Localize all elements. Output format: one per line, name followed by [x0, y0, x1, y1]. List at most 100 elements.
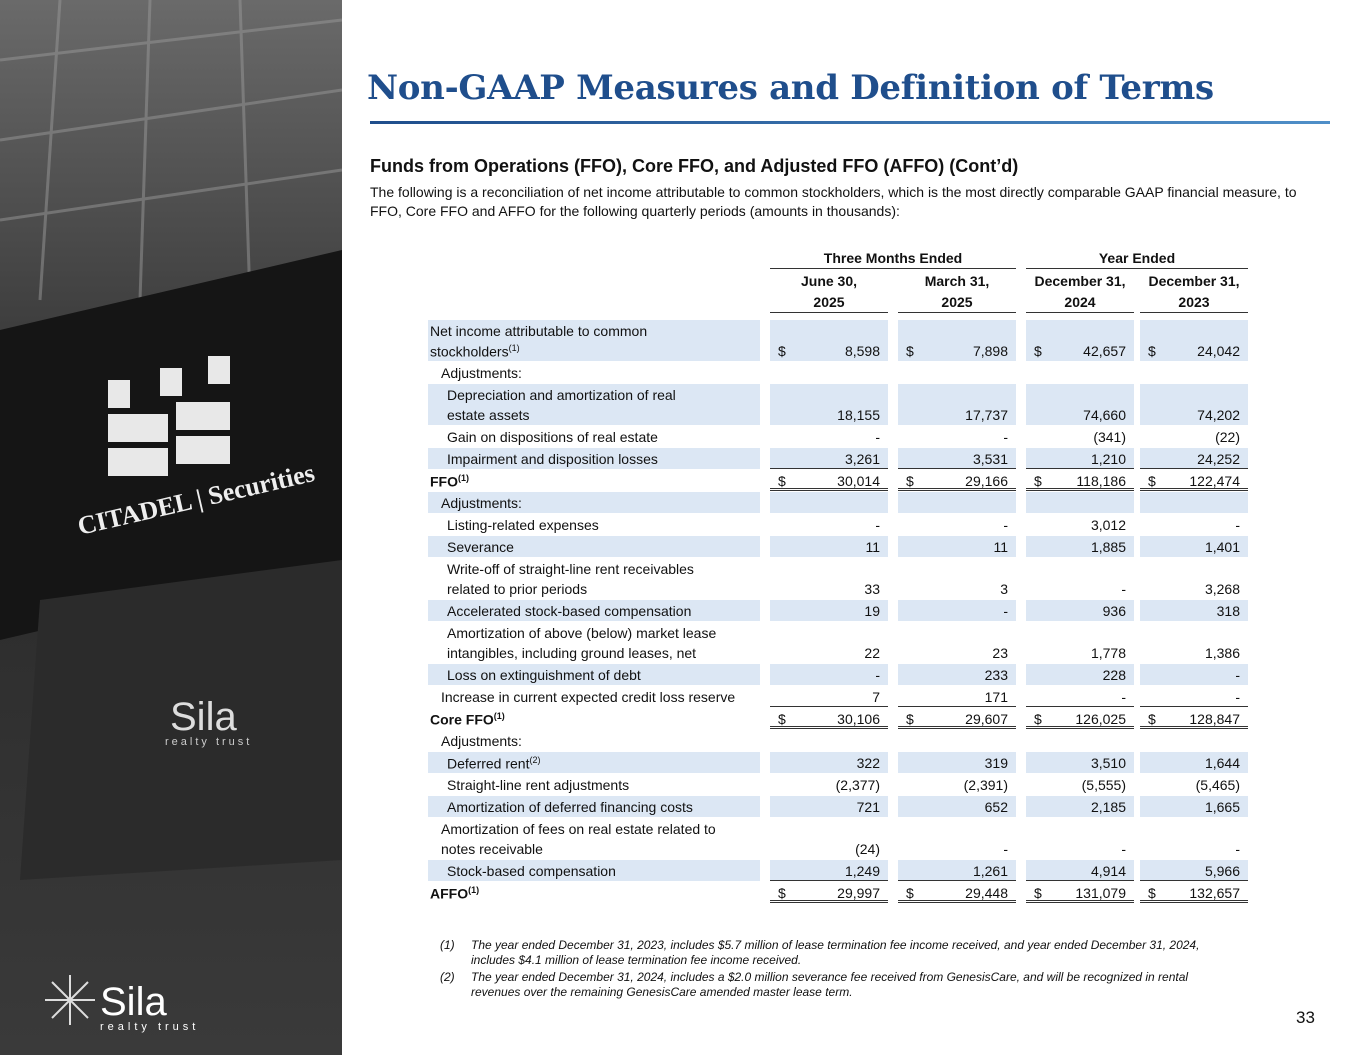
- value: 74,202: [1197, 407, 1240, 423]
- cell-bg: [770, 752, 888, 773]
- value: 11: [993, 539, 1008, 555]
- cell-bg: [898, 470, 1016, 491]
- logo-tagline: realty trust: [100, 1021, 199, 1033]
- value: -: [1003, 429, 1008, 445]
- value: 19: [864, 603, 880, 619]
- value: -: [1121, 581, 1126, 597]
- cell-bg: [1140, 320, 1248, 361]
- cell-bg: [770, 470, 888, 491]
- footnote-ref: (1): [508, 343, 520, 353]
- currency: $: [778, 473, 786, 489]
- cell-bg: [770, 796, 888, 817]
- value: 128,847: [1189, 711, 1240, 727]
- photo: CITADEL | Securities Sila realty trust S…: [0, 0, 342, 1055]
- value: 936: [1102, 603, 1126, 619]
- value: 233: [984, 667, 1008, 683]
- cell-bg: [1140, 536, 1248, 557]
- row-label: Depreciation and amortization of real: [447, 387, 676, 403]
- row-label: Deferred rent(2): [447, 755, 541, 772]
- cell-bg: [1026, 362, 1134, 383]
- row-label-bg: [428, 470, 760, 491]
- value: -: [875, 429, 880, 445]
- footnote: (2) The year ended December 31, 2024, inc…: [440, 970, 1240, 1000]
- value: 3: [1000, 581, 1008, 597]
- value: -: [875, 667, 880, 683]
- currency: $: [906, 885, 914, 901]
- currency: $: [1148, 885, 1156, 901]
- value: 1,644: [1204, 755, 1240, 771]
- logo-name: Sila: [100, 980, 167, 1024]
- value: (22): [1215, 429, 1240, 445]
- value: 3,531: [972, 451, 1008, 467]
- row-label: Adjustments:: [441, 733, 522, 749]
- currency: $: [778, 885, 786, 901]
- cell-bg: [898, 860, 1016, 881]
- value: (341): [1093, 429, 1126, 445]
- column-header: March 31,: [924, 273, 990, 289]
- value: 17,737: [965, 407, 1008, 423]
- value: 1,249: [844, 863, 880, 879]
- value: 74,660: [1083, 407, 1126, 423]
- value: 319: [984, 755, 1008, 771]
- value: -: [1235, 517, 1240, 533]
- cell-bg: [770, 600, 888, 621]
- cell-bg: [1026, 448, 1134, 469]
- photo-logo-name: Sila: [170, 695, 237, 739]
- footnote-mark: (1): [440, 938, 455, 952]
- cell-bg: [1026, 686, 1134, 707]
- cell-bg: [770, 362, 888, 383]
- value: 3,261: [844, 451, 880, 467]
- row-label: Gain on dispositions of real estate: [447, 429, 658, 445]
- value: 29,448: [965, 885, 1008, 901]
- cell-bg: [1026, 600, 1134, 621]
- value: 2,185: [1090, 799, 1126, 815]
- row-label-bg: [428, 492, 760, 513]
- row-label: Listing-related expenses: [447, 517, 599, 533]
- cell-bg: [1140, 686, 1248, 707]
- cell-bg: [1026, 882, 1134, 903]
- value: 3,510: [1090, 755, 1126, 771]
- row-label: Amortization of above (below) market lea…: [447, 625, 717, 641]
- row-label-bg: [428, 796, 760, 817]
- value: 1,778: [1090, 645, 1126, 661]
- cell-bg: [898, 708, 1016, 729]
- value: 132,657: [1189, 885, 1240, 901]
- cell-bg: [770, 536, 888, 557]
- cell-bg: [898, 686, 1016, 707]
- cell-bg: [898, 362, 1016, 383]
- value: -: [1121, 841, 1126, 857]
- cell-bg: [898, 796, 1016, 817]
- cell-bg: [1140, 730, 1248, 751]
- cell-bg: [1140, 796, 1248, 817]
- footnote-ref: (1): [493, 711, 505, 721]
- row-label: Severance: [447, 539, 514, 555]
- row-label: FFO(1): [430, 473, 469, 490]
- value: 42,657: [1083, 343, 1126, 359]
- row-label-bg: [428, 384, 760, 425]
- cell-bg: [1026, 320, 1134, 361]
- row-label: Adjustments:: [441, 365, 522, 381]
- column-header: 2023: [1140, 294, 1248, 313]
- value: 118,186: [1076, 473, 1126, 489]
- value: 131,079: [1075, 885, 1126, 901]
- cell-bg: [1140, 384, 1248, 425]
- value: (5,555): [1081, 777, 1126, 793]
- title-rule: [370, 121, 1330, 124]
- value: 1,885: [1090, 539, 1126, 555]
- row-label: Amortization of deferred financing costs: [447, 799, 693, 815]
- cell-bg: [898, 664, 1016, 685]
- row-label-bg: [428, 860, 760, 881]
- row-label: Adjustments:: [441, 495, 522, 511]
- value: 24,042: [1197, 343, 1240, 359]
- cell-bg: [898, 600, 1016, 621]
- cell-bg: [1140, 492, 1248, 513]
- cell-bg: [1140, 708, 1248, 729]
- row-label: Stock-based compensation: [447, 863, 616, 879]
- currency: $: [906, 711, 914, 727]
- row-label-bg: [428, 536, 760, 557]
- value: 18,155: [837, 407, 880, 423]
- value: 29,607: [965, 711, 1008, 727]
- value: 7: [872, 689, 880, 705]
- column-header: 2025: [898, 294, 1016, 313]
- row-label-bg: [428, 600, 760, 621]
